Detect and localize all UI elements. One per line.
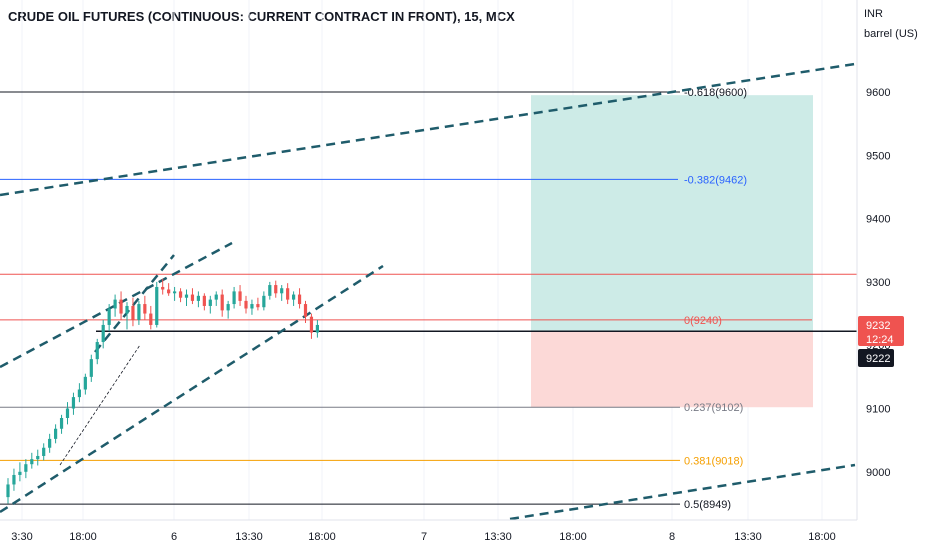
candle-body	[42, 447, 46, 456]
candle-body	[214, 294, 218, 300]
loss-zone	[531, 331, 813, 408]
candle-body	[286, 288, 290, 300]
level-label-7: 0.5(8949)	[684, 499, 731, 511]
trend-line-0	[0, 62, 856, 197]
trend-line-4	[509, 463, 856, 521]
x-tick-label-8: 8	[669, 531, 675, 543]
candle-body	[113, 299, 117, 309]
candle-body	[184, 294, 189, 298]
candle-body	[220, 294, 224, 311]
candle-body	[202, 295, 206, 306]
chart-title: CRUDE OIL FUTURES (CONTINUOUS: CURRENT C…	[8, 9, 515, 24]
trend-line-2	[0, 264, 384, 514]
x-tick-label-2: 6	[171, 531, 177, 543]
countdown-timer: 12:24	[866, 334, 894, 346]
trend-line-thin	[59, 344, 141, 466]
y-tick-label-0: 9000	[866, 467, 890, 479]
candle-body	[131, 305, 135, 320]
candle-body	[12, 474, 16, 485]
y-tick-label-5: 9500	[866, 150, 890, 162]
trend-line-3	[94, 254, 175, 353]
x-tick-label-7: 18:00	[559, 531, 587, 543]
candle-body	[119, 299, 123, 314]
candle-body	[309, 316, 314, 333]
candle-body	[155, 286, 159, 325]
candle-body	[280, 288, 284, 294]
level-label-1: -0.382(9462)	[684, 174, 747, 186]
candle-body	[125, 305, 129, 314]
candle-body	[137, 304, 141, 320]
candle-body	[196, 295, 200, 301]
candle-body	[274, 285, 278, 294]
candle-body	[315, 324, 319, 333]
x-tick-label-6: 13:30	[484, 531, 512, 543]
candle-body	[250, 304, 254, 309]
candle-body	[54, 428, 58, 439]
candle-body	[18, 471, 22, 475]
candle-body	[95, 342, 99, 360]
x-tick-label-0: 3:30	[11, 531, 32, 543]
candle-body	[262, 295, 266, 308]
candle-body	[268, 285, 272, 296]
profit-zone	[531, 95, 813, 332]
candle-body	[256, 304, 260, 308]
candle-body	[36, 455, 40, 460]
unit-currency: INR	[864, 8, 883, 20]
last-price-value: 9232	[866, 320, 890, 332]
x-tick-label-9: 13:30	[734, 531, 762, 543]
y-tick-label-1: 9100	[866, 404, 890, 416]
candle-body	[161, 286, 165, 290]
candle-body	[292, 294, 296, 300]
x-tick-label-3: 13:30	[235, 531, 263, 543]
candle-body	[208, 299, 212, 306]
candle-body	[71, 397, 76, 409]
candle-body	[6, 484, 10, 498]
price-marker-value: 9222	[866, 353, 890, 365]
x-tick-label-1: 18:00	[69, 531, 97, 543]
candle-body	[226, 304, 230, 311]
level-label-0: -0.618(9600)	[684, 87, 747, 99]
level-label-6: 0.381(9018)	[684, 455, 743, 467]
candle-body	[238, 291, 242, 301]
candle-body	[297, 294, 302, 305]
candle-body	[30, 459, 34, 465]
x-tick-label-10: 18:00	[808, 531, 836, 543]
candle-body	[101, 324, 105, 343]
candle-body	[77, 389, 81, 398]
level-label-5: 0.237(9102)	[684, 402, 743, 414]
candle-body	[232, 291, 236, 305]
y-tick-label-6: 9600	[866, 87, 890, 99]
candle-body	[178, 291, 183, 298]
candle-body	[303, 304, 308, 317]
unit-measure: barrel (US)	[864, 28, 918, 40]
level-label-3: 0(9240)	[684, 315, 722, 327]
candle-body	[59, 417, 64, 429]
candle-body	[48, 438, 52, 448]
candle-body	[167, 289, 171, 294]
candle-body	[89, 359, 93, 377]
candle-body	[107, 308, 111, 325]
candle-body	[24, 464, 28, 472]
y-tick-label-3: 9300	[866, 277, 890, 289]
candle-body	[143, 304, 147, 314]
candle-body	[190, 294, 195, 301]
x-tick-label-5: 7	[421, 531, 427, 543]
candle-body	[149, 313, 153, 325]
x-tick-label-4: 18:00	[308, 531, 336, 543]
candle-body	[244, 300, 248, 309]
y-tick-label-4: 9400	[866, 214, 890, 226]
last-price-badge	[858, 316, 904, 346]
candle-body	[173, 291, 177, 294]
candle-body	[65, 408, 70, 418]
candle-body	[83, 376, 87, 390]
price-marker-badge	[858, 349, 894, 367]
